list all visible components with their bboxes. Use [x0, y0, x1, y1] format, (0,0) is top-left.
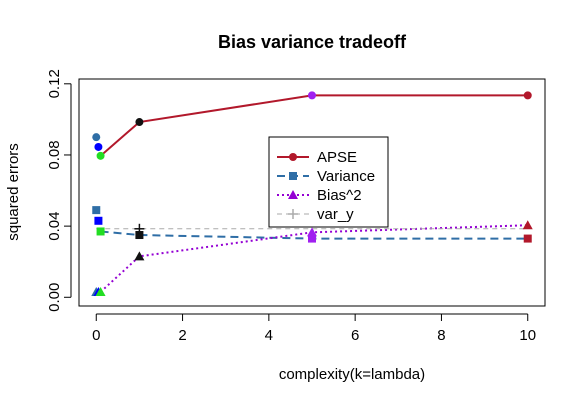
x-axis-label: complexity(k=lambda): [279, 366, 425, 383]
legend-label: Variance: [317, 168, 375, 185]
data-point-triangle: [95, 286, 106, 296]
y-tick-label: 0.00: [46, 283, 63, 312]
series-line-bias-2: [99, 224, 528, 293]
x-tick-label: 2: [178, 327, 186, 344]
data-point-square: [135, 231, 144, 240]
legend-label: Bias^2: [317, 187, 362, 204]
chart-title: Bias variance tradeoff: [218, 32, 407, 52]
y-tick-label: 0.04: [46, 212, 63, 241]
data-point-circle: [94, 142, 103, 151]
data-point-plus: [134, 223, 145, 234]
data-point-square: [308, 234, 316, 243]
legend-marker: [288, 209, 298, 219]
axes: 0 2 4 6 8 10 0.00 0.04 0.08 0.12: [46, 69, 536, 344]
legend-marker: [289, 172, 297, 180]
x-tick-label: 10: [519, 327, 536, 344]
x-tick-label: 4: [265, 327, 273, 344]
legend: APSE Variance Bias^2 var_y: [268, 136, 389, 228]
data-point-square: [96, 227, 105, 236]
x-tick-label: 0: [92, 327, 100, 344]
x-tick-label: 8: [437, 327, 445, 344]
data-point-square: [92, 206, 101, 215]
data-point-circle: [523, 91, 532, 100]
y-tick-label: 0.12: [46, 69, 63, 98]
legend-label: var_y: [317, 206, 354, 223]
series-lines: [96, 94, 528, 293]
y-tick-label: 0.08: [46, 140, 63, 169]
data-point-circle: [135, 118, 144, 127]
data-point-circle: [308, 91, 316, 100]
data-point-triangle: [307, 227, 317, 237]
plot-box: [78, 78, 546, 307]
legend-marker: [289, 153, 297, 161]
x-tick-label: 6: [351, 327, 359, 344]
series-line-variance: [100, 230, 528, 240]
legend-marker: [288, 190, 298, 199]
data-point-square: [94, 216, 103, 225]
data-point-triangle: [522, 220, 533, 230]
data-point-square: [523, 234, 532, 243]
y-axis-label: squared errors: [5, 143, 22, 241]
data-point-circle: [96, 151, 105, 160]
legend-label: APSE: [317, 149, 357, 166]
data-point-circle: [92, 133, 101, 142]
series-line-apse: [99, 94, 528, 157]
legend-box: [268, 136, 389, 228]
data-point-triangle: [134, 251, 145, 261]
data-points: [91, 91, 533, 296]
